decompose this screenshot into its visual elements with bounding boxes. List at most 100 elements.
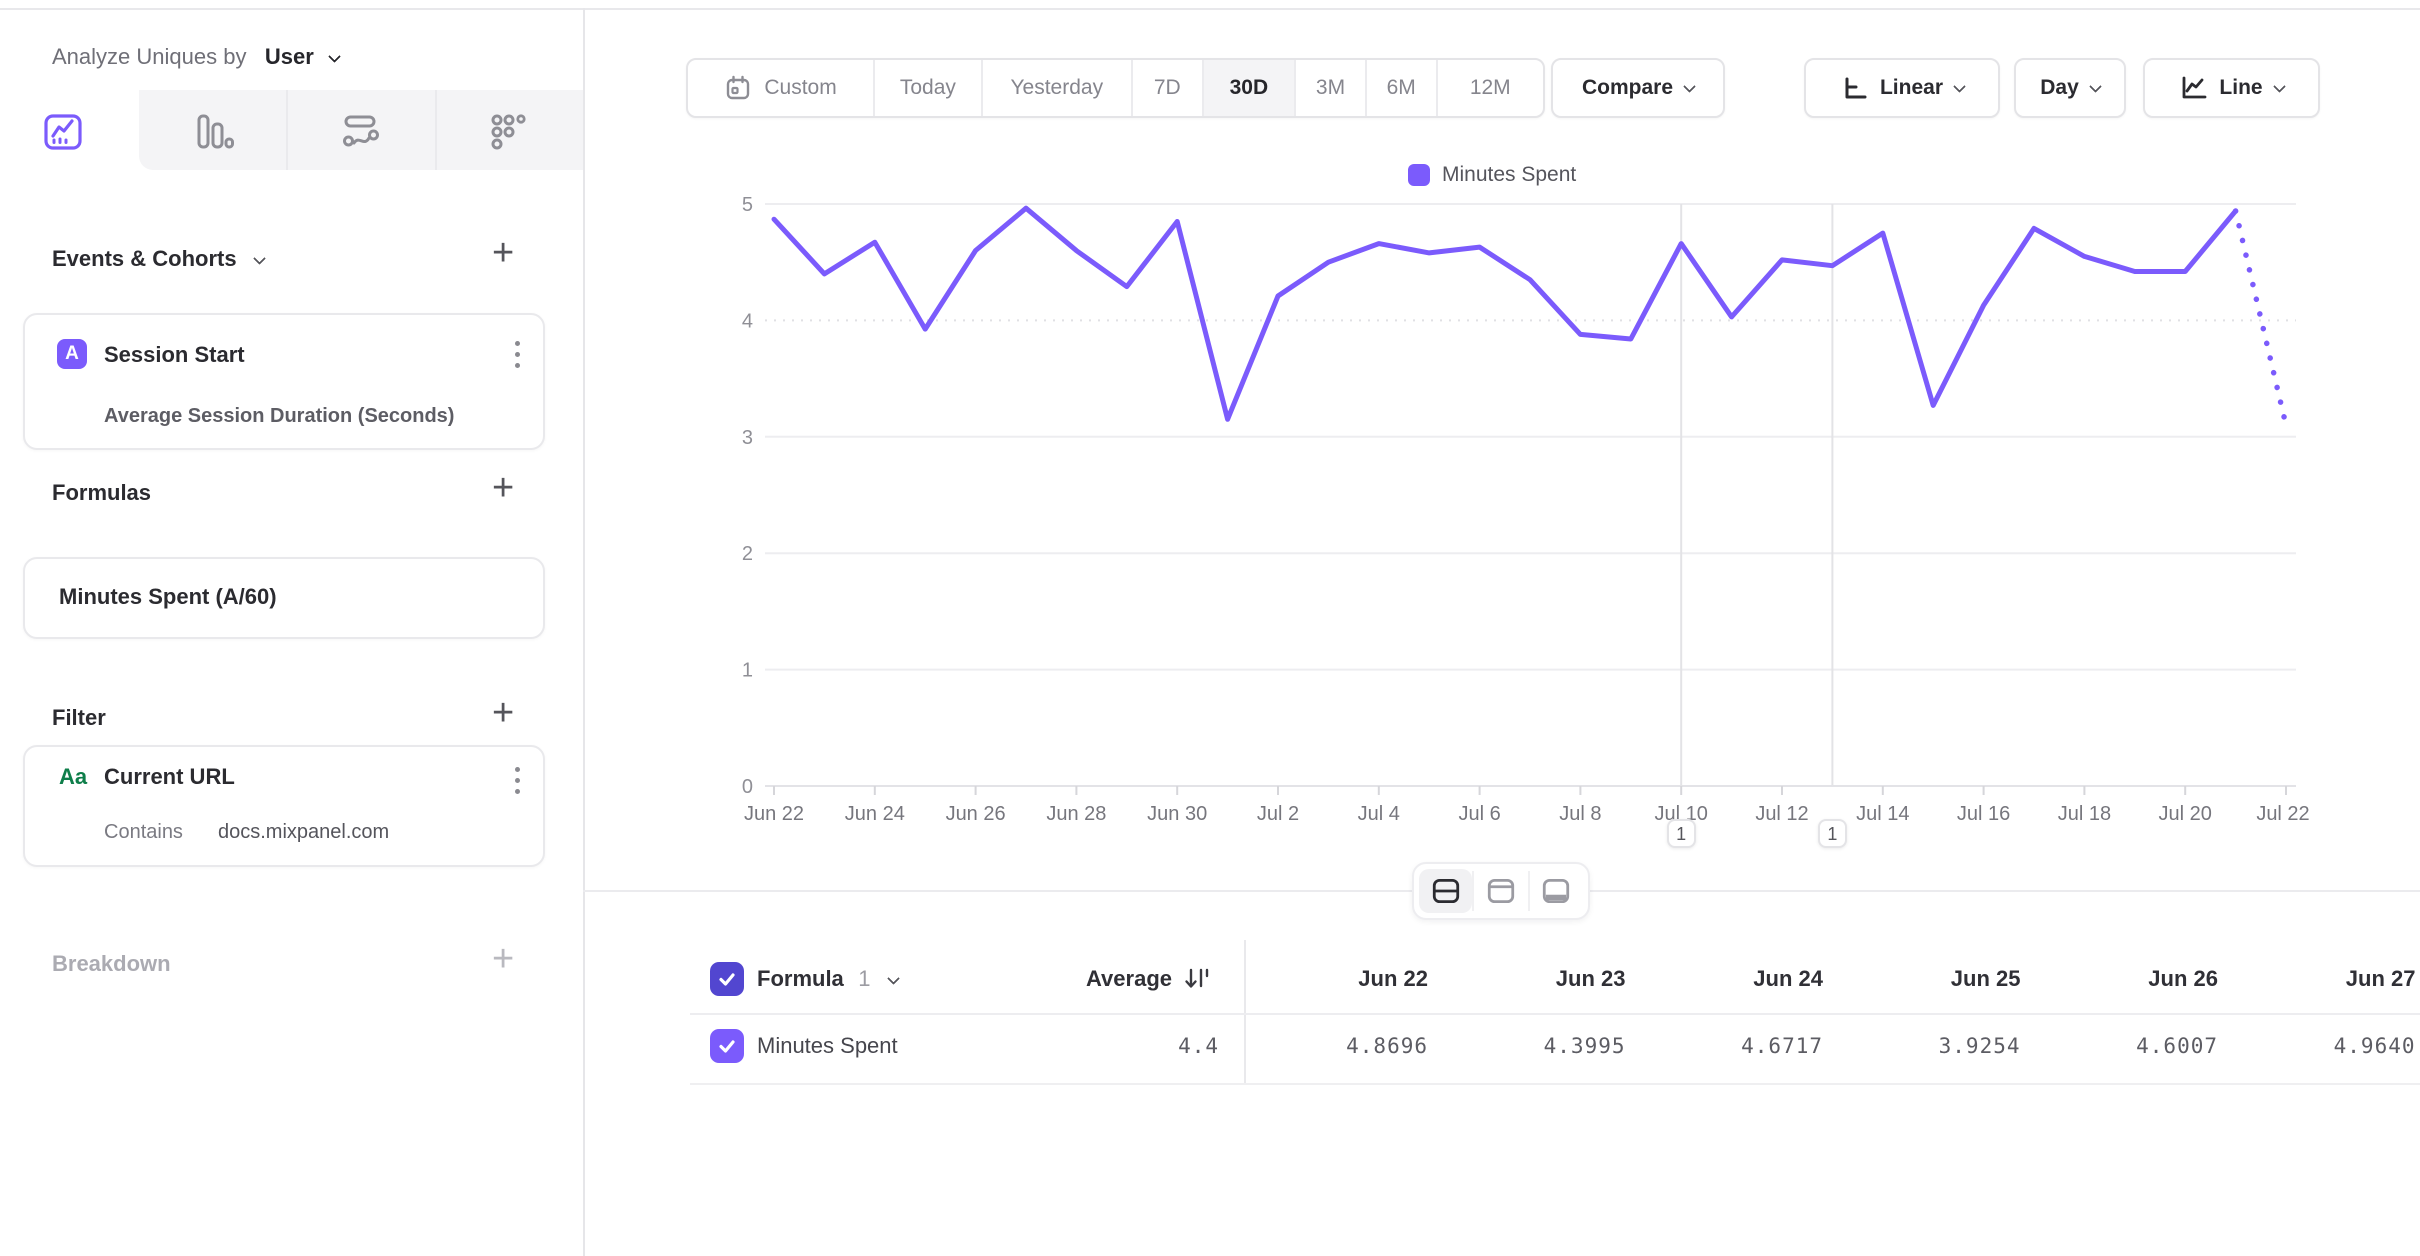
add-event-button[interactable]: + [492,232,515,274]
check-icon [719,973,735,986]
range-6m[interactable]: 6M [1364,60,1436,116]
event-card[interactable]: A Session Start Average Session Duration… [23,313,545,450]
column-header-jun-24[interactable]: Jun 24 [1753,966,1823,991]
visualization-tabs [0,90,583,170]
text-property-icon: Aa [59,764,88,789]
chart-view-button[interactable] [1474,869,1527,913]
table-row-divider [690,1083,2420,1085]
cell-value: 4.3995 [1543,1034,1626,1058]
x-axis-label: Jun 24 [845,803,905,825]
toggle-separator [1472,871,1475,911]
y-axis-label: 2 [742,543,753,565]
chevron-down-icon[interactable] [328,50,342,63]
compare-button[interactable]: Compare [1551,58,1725,118]
table-header-divider [690,1013,2420,1015]
tab-metrics-grid grid-dots-icon[interactable] [487,110,531,154]
select-all-checkbox[interactable] [710,962,744,996]
split-view-button[interactable] [1419,869,1473,913]
cell-value: 4.6007 [2136,1034,2218,1058]
chart-view-icon [1487,878,1515,904]
filter-header: Filter [52,705,106,730]
range-12m[interactable]: 12M [1435,60,1544,116]
chevron-down-icon [1953,79,1966,93]
kebab-menu-icon[interactable] [513,341,521,374]
row-checkbox[interactable] [710,1029,744,1063]
tab-flow-chart flow-icon[interactable] [338,110,382,154]
formula-group-header[interactable]: Formula 1 [757,966,900,992]
formula-title[interactable]: Minutes Spent (A/60) [59,584,277,609]
linear-axis-icon [1845,77,1867,99]
formula-card[interactable]: Minutes Spent (A/60) [23,557,545,639]
chevron-down-icon [1683,79,1696,93]
scale-button[interactable]: Linear [1804,58,2000,118]
tab-separator [435,90,437,170]
range-label: 12M [1469,76,1511,99]
events-cohorts-header[interactable]: Events & Cohorts [52,246,266,272]
y-axis-label: 5 [742,194,753,216]
range-label: 6M [1386,76,1416,99]
range-30d[interactable]: 30D [1201,60,1295,116]
range-custom[interactable]: Custom [688,60,873,116]
average-column-header[interactable]: Average [1085,966,1172,991]
column-header-jun-22[interactable]: Jun 22 [1358,966,1428,991]
column-header-jun-27[interactable]: Jun 27 [2345,966,2416,991]
kebab-menu-icon[interactable] [513,767,521,800]
filter-card[interactable]: Aa Current URL Contains docs.mixpanel.co… [23,745,545,867]
formulas-header: Formulas [52,480,152,505]
row-average-value: 4.4 [1178,1034,1219,1058]
range-3m[interactable]: 3M [1294,60,1365,116]
column-header-jun-25[interactable]: Jun 25 [1950,966,2021,991]
range-yesterday[interactable]: Yesterday [980,60,1131,116]
sort-icon[interactable] [1182,964,1212,994]
chevron-down-icon [253,252,266,265]
table-view-button[interactable] [1530,869,1583,913]
add-filter-button[interactable]: + [492,692,515,734]
column-header-jun-23[interactable]: Jun 23 [1555,966,1626,991]
filter-value[interactable]: docs.mixpanel.com [218,821,390,843]
tab-bar-chart bar-chart-icon[interactable] [190,110,234,154]
x-axis-label: Jun 26 [946,803,1006,825]
table-view-icon [1543,878,1570,904]
range-label: Custom [764,76,837,99]
legend-swatch [1408,164,1430,186]
chart-type-button[interactable]: Line [2143,58,2320,118]
chevron-down-icon [2088,79,2102,93]
cell-value: 4.9640 [2333,1034,2416,1058]
analyze-uniques-value[interactable]: User [264,44,314,69]
chart-type-label: Line [2219,76,2263,99]
range-7d[interactable]: 7D [1130,60,1202,116]
interval-button[interactable]: Day [2014,58,2126,118]
tab-line-chart-selected line-chart-icon[interactable] [41,110,85,154]
x-axis-label: Jul 6 [1458,803,1500,825]
annotation-badge-jul-13[interactable]: 1 [1817,819,1847,848]
check-icon [719,1040,735,1053]
scale-label: Linear [1879,76,1944,99]
y-axis-label: 1 [742,660,753,682]
x-axis-label: Jul 20 [2159,803,2212,825]
x-axis-label: Jul 16 [1957,803,2010,825]
x-axis-label: Jun 30 [1147,803,1207,825]
range-today[interactable]: Today [873,60,981,116]
range-label: 3M [1315,76,1346,99]
cell-value: 4.8696 [1346,1034,1428,1058]
add-breakdown-button[interactable]: + [492,938,515,980]
add-formula-button[interactable]: + [492,467,515,509]
row-label[interactable]: Minutes Spent [757,1033,898,1058]
filter-operator[interactable]: Contains [104,821,183,843]
column-header-jun-26[interactable]: Jun 26 [2148,966,2218,991]
x-axis-label: Jul 2 [1257,803,1299,825]
x-axis-label: Jul 22 [2256,803,2309,825]
table-column-divider [1244,940,1246,1084]
annotation-badge-jul-10[interactable]: 1 [1666,819,1696,848]
interval-label: Day [2040,76,2079,99]
x-axis-label: Jul 12 [1755,803,1808,825]
view-mode-toggle [1412,862,1590,920]
y-axis-label: 3 [742,427,753,449]
filter-property[interactable]: Current URL [104,764,235,789]
event-letter-badge: A [57,339,87,369]
event-aggregation[interactable]: Average Session Duration (Seconds) [104,405,455,427]
range-label: Yesterday [1010,76,1104,99]
event-title[interactable]: Session Start [104,342,245,367]
legend-label: Minutes Spent [1442,163,1577,186]
